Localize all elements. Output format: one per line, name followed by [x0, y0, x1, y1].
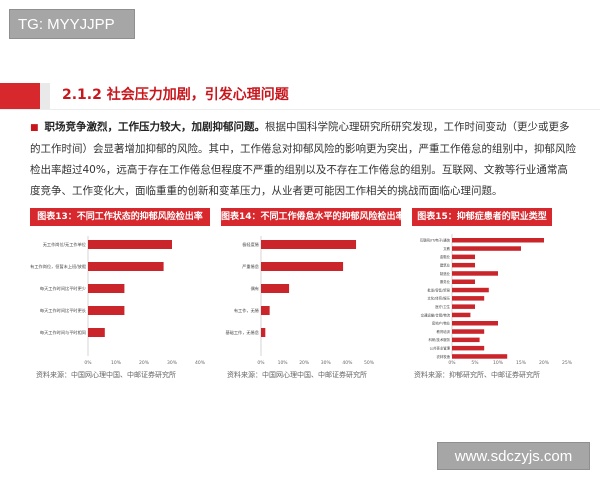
category-label: 科研/技术服务 — [429, 337, 451, 342]
x-tick-label: 50% — [364, 360, 375, 366]
x-tick-label: 30% — [321, 360, 332, 366]
x-tick-label: 20% — [299, 360, 310, 366]
category-label: 严重倦怠 — [242, 263, 259, 270]
category-label: 文化/体育/娱乐 — [427, 296, 450, 301]
bar — [452, 271, 498, 276]
category-label: 公共事业管理 — [430, 346, 451, 351]
figure-15-source: 资料来源：抑郁研究所、中邮证券研究所 — [414, 371, 540, 379]
x-tick-label: 25% — [562, 360, 573, 366]
website-watermark: www.sdczyjs.com — [437, 442, 590, 470]
x-tick-label: 10% — [493, 360, 504, 366]
bar — [452, 304, 475, 309]
category-label: 服务业 — [440, 279, 451, 284]
category-label: 偶有 — [251, 285, 259, 292]
bar — [88, 328, 105, 337]
bar — [452, 321, 498, 326]
category-label: 每天工作时间比平时更长 — [40, 307, 87, 314]
x-tick-label: 40% — [342, 360, 353, 366]
section-header: 2.1.2 社会压力加剧，引发心理问题 — [0, 83, 600, 110]
bar — [88, 284, 125, 293]
figure-13: 图表13：不同工作状态的抑郁风险检出率 无工作岗位/无工作单位有工作岗位，但暂未… — [30, 208, 210, 379]
category-label: 医疗/卫生 — [435, 304, 450, 309]
category-label: 文教 — [443, 246, 450, 251]
category-label: 制造业 — [440, 271, 451, 276]
figure-14-source: 资料来源：中国网心理中国、中邮证券研究所 — [227, 371, 367, 379]
category-label: 极轻度倦 — [242, 241, 259, 248]
bar — [88, 262, 164, 271]
bar — [452, 345, 485, 351]
category-label: 批发/零售/贸易 — [427, 287, 450, 292]
figure-15-title: 图表15：抑郁症患者的职业类型 — [412, 208, 552, 226]
header-accent-block — [0, 83, 40, 109]
figure-13-source: 资料来源：中国网心理中国、中邮证券研究所 — [36, 371, 176, 379]
bar — [452, 312, 471, 318]
figure-13-title: 图表13：不同工作状态的抑郁风险检出率 — [30, 208, 210, 226]
x-tick-label: 15% — [516, 360, 527, 366]
figure-15: 图表15：抑郁症患者的职业类型 互联网/IT/电子/通信文教金融业建筑业制造业服… — [412, 208, 580, 379]
bar — [452, 287, 489, 293]
category-label: 每天工作时间与平时相同 — [40, 329, 86, 336]
x-tick-label: 10% — [278, 360, 289, 366]
bar — [261, 328, 266, 337]
figure-14: 图表14：不同工作倦怠水平的抑郁风险检出率 极轻度倦严重倦怠偶有有工作，无倦基础… — [221, 208, 401, 379]
section-title: 2.1.2 社会压力加剧，引发心理问题 — [62, 87, 289, 103]
category-label: 基础工作，无倦怠 — [225, 329, 259, 336]
category-label: 房地产/物业 — [432, 321, 451, 326]
header-divider — [0, 109, 600, 110]
category-label: 有工作，无倦 — [234, 307, 259, 314]
category-label: 无工作岗位/无工作单位 — [43, 241, 86, 248]
bar — [452, 354, 508, 359]
bar — [452, 238, 544, 243]
x-tick-label: 0% — [257, 360, 265, 366]
figure-15-chart: 互联网/IT/电子/通信文教金融业建筑业制造业服务业批发/零售/贸易文化/体育/… — [420, 234, 573, 366]
bar — [452, 296, 485, 301]
category-label: 互联网/IT/电子/通信 — [420, 238, 451, 243]
x-tick-label: 30% — [167, 360, 178, 366]
category-label: 交通运输/仓储/物流 — [421, 312, 451, 317]
category-label: 农林牧渔 — [436, 354, 450, 359]
category-label: 金融业 — [440, 254, 451, 259]
x-tick-label: 20% — [539, 360, 550, 366]
x-tick-label: 20% — [139, 360, 150, 366]
x-tick-label: 5% — [471, 360, 479, 366]
bullet-icon: ■ — [30, 123, 39, 133]
header-shade-block — [40, 83, 50, 109]
bar — [88, 240, 172, 249]
bar — [261, 284, 290, 293]
bar — [261, 262, 344, 271]
bar — [261, 240, 357, 249]
category-label: 建筑业 — [440, 263, 451, 268]
x-tick-label: 40% — [195, 360, 206, 366]
x-tick-label: 10% — [111, 360, 122, 366]
bar — [452, 254, 475, 260]
bar — [452, 246, 521, 251]
x-tick-label: 0% — [84, 360, 92, 366]
category-label: 有工作岗位，但暂未上班/放假 — [30, 263, 87, 270]
paragraph-text: 根据中国科学院心理研究所研究发现，工作时间变动（更少或更多的工作时间）会显著增加… — [30, 121, 576, 197]
bar — [452, 279, 475, 284]
figure-13-chart: 无工作岗位/无工作单位有工作岗位，但暂未上班/放假每天工作时间比平时更少每天工作… — [30, 236, 206, 366]
bar — [452, 337, 480, 343]
bar — [88, 306, 125, 315]
bar — [452, 262, 475, 268]
paragraph-lead: 职场竞争激烈，工作压力较大，加剧抑郁问题。 — [44, 121, 266, 133]
category-label: 每天工作时间比平时更少 — [40, 285, 86, 292]
body-paragraph: ■ 职场竞争激烈，工作压力较大，加剧抑郁问题。根据中国科学院心理研究所研究发现，工… — [30, 117, 578, 202]
telegram-watermark: TG: MYYJJPP — [9, 9, 135, 39]
bar — [261, 306, 270, 315]
category-label: 教育培训 — [436, 329, 450, 334]
figure-14-title: 图表14：不同工作倦怠水平的抑郁风险检出率 — [221, 208, 401, 226]
bar — [452, 329, 485, 334]
x-tick-label: 0% — [448, 360, 456, 366]
